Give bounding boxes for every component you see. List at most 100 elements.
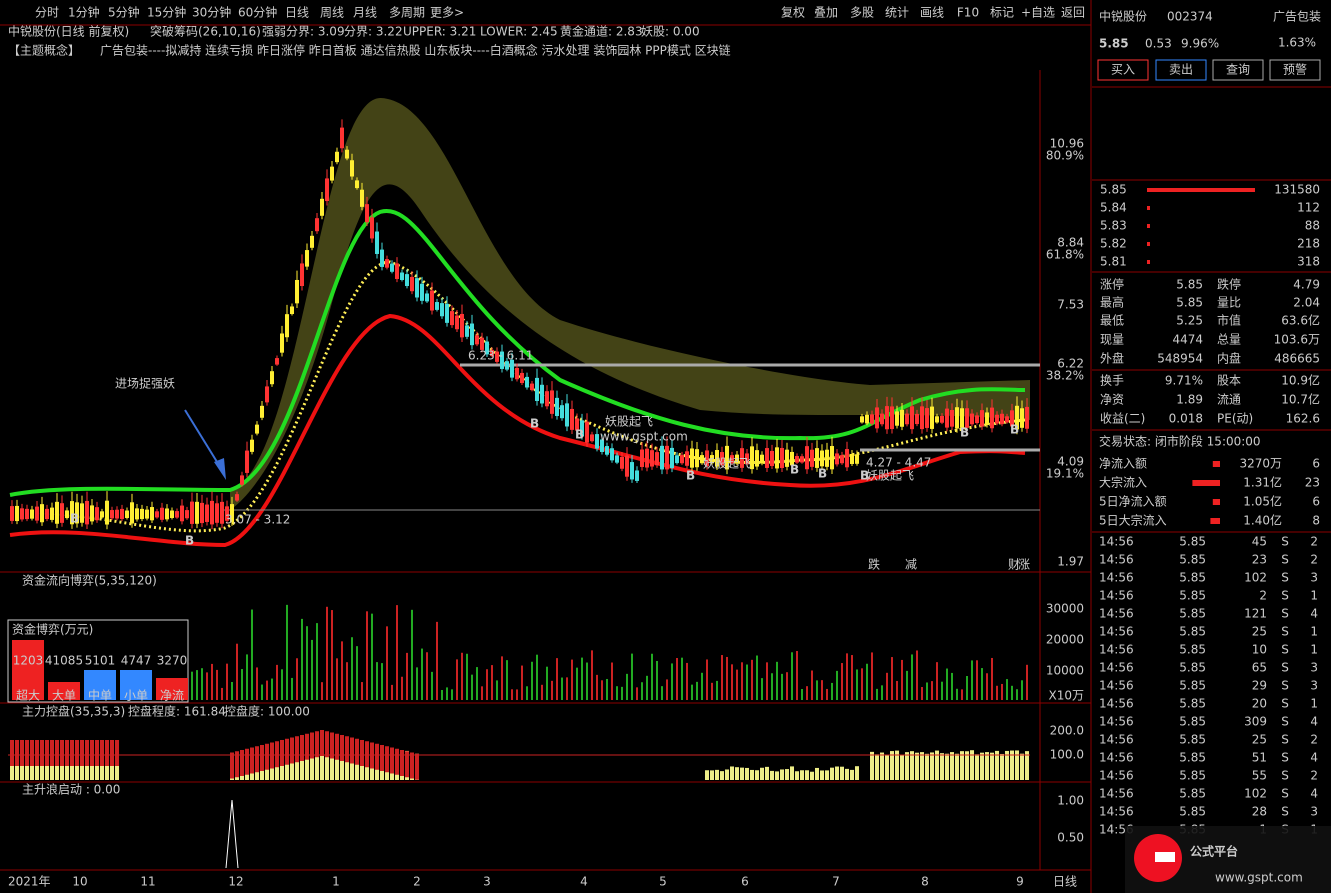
control-bar — [785, 769, 789, 780]
candle — [295, 279, 299, 304]
period-tab[interactable]: 日线 — [285, 6, 309, 20]
tool-button[interactable]: 画线 — [920, 6, 944, 20]
tool-button[interactable]: F10 — [957, 6, 979, 20]
candle — [315, 218, 319, 232]
candle — [425, 293, 429, 302]
control-bar — [105, 752, 109, 780]
tool-button[interactable]: 叠加 — [814, 6, 838, 20]
tick-time: 14:56 — [1099, 679, 1134, 693]
candle — [530, 383, 534, 391]
flow-bar — [426, 652, 428, 700]
control-bar — [795, 771, 799, 780]
tick-time: 14:56 — [1099, 625, 1134, 639]
control-bar — [875, 754, 879, 780]
candle — [395, 263, 399, 279]
flow-bar — [301, 618, 303, 700]
control-bar — [330, 753, 334, 780]
period-tab[interactable]: 60分钟 — [238, 5, 277, 20]
tick-time: 14:56 — [1099, 805, 1134, 819]
tool-button[interactable]: +自选 — [1021, 6, 1055, 20]
tool-button[interactable]: 标记 — [990, 6, 1014, 20]
period-tab[interactable]: 分时 — [35, 6, 59, 20]
candle — [280, 333, 284, 353]
control-top — [350, 737, 354, 764]
period-tab[interactable]: 15分钟 — [147, 5, 186, 20]
control-bar — [355, 754, 359, 780]
flow-bar — [226, 663, 228, 700]
flow-bar — [366, 611, 368, 700]
tick-time: 14:56 — [1099, 751, 1134, 765]
control-top — [10, 740, 14, 766]
candle — [775, 447, 779, 469]
control-bar — [750, 769, 754, 780]
flow-label: 5日净流入额 — [1099, 495, 1167, 509]
button-frame[interactable] — [1097, 59, 1149, 81]
sector: 广告包装 — [1273, 10, 1321, 24]
stat-label: 股本 — [1217, 374, 1241, 388]
x-axis-label: 1 — [332, 875, 340, 889]
flow-bar — [256, 667, 258, 700]
flow-bar — [311, 639, 313, 700]
button-frame[interactable] — [1212, 59, 1264, 81]
control-top — [325, 731, 329, 758]
flow-bar — [211, 663, 213, 700]
control-bar — [55, 752, 59, 780]
candle — [35, 506, 39, 521]
period-tab[interactable]: 1分钟 — [68, 5, 100, 20]
period-tab[interactable]: 周线 — [320, 6, 344, 20]
control-top — [70, 740, 74, 766]
period-tab[interactable]: 30分钟 — [192, 5, 231, 20]
control-bar — [345, 752, 349, 780]
y-axis-label: 0.50 — [1057, 831, 1084, 845]
candle — [85, 500, 89, 525]
flow-bar — [766, 662, 768, 700]
candle — [145, 509, 149, 519]
book-volume: 131580 — [1274, 183, 1320, 197]
y-axis-label: 100.0 — [1050, 748, 1084, 762]
tool-button[interactable]: 返回 — [1061, 6, 1085, 20]
change: 0.53 — [1145, 37, 1172, 51]
control-bar — [855, 766, 859, 780]
period-tab[interactable]: 多周期 — [389, 6, 425, 20]
period-tab[interactable]: 更多> — [430, 6, 464, 20]
control-top — [100, 740, 104, 766]
candle — [895, 411, 899, 426]
control-bar — [740, 767, 744, 780]
control-bar — [835, 766, 839, 780]
button-frame[interactable] — [1155, 59, 1207, 81]
period-tab[interactable]: 月线 — [353, 6, 377, 20]
action-button[interactable]: 卖出 — [1169, 63, 1193, 77]
flow-bar — [861, 668, 863, 700]
button-frame[interactable] — [1269, 59, 1321, 81]
flow-bar — [416, 667, 418, 700]
candle — [1015, 405, 1019, 430]
candle — [180, 505, 184, 522]
action-button[interactable]: 预警 — [1283, 62, 1307, 77]
candle — [675, 455, 679, 464]
control-bar — [1025, 751, 1029, 780]
candle — [990, 407, 994, 429]
control-top — [255, 746, 259, 773]
tool-button[interactable]: 复权 — [781, 6, 805, 20]
action-button[interactable]: 查询 — [1226, 63, 1250, 77]
tool-button[interactable]: 多股 — [850, 6, 874, 20]
tool-button[interactable]: 统计 — [885, 6, 909, 20]
inset-label: 净流 — [160, 689, 184, 703]
action-button[interactable]: 买入 — [1111, 63, 1135, 77]
flow-bar — [476, 667, 478, 700]
flow-bar — [306, 626, 308, 700]
flow-bar — [776, 661, 778, 700]
tick-side: S — [1281, 571, 1289, 585]
flow-bar — [556, 658, 558, 700]
tick-time: 14:56 — [1099, 607, 1134, 621]
y-axis-label: 10000 — [1046, 664, 1084, 678]
book-bar — [1147, 242, 1150, 246]
tick-count: 1 — [1310, 697, 1318, 711]
candle — [975, 415, 979, 424]
control-top — [415, 753, 419, 780]
control-top — [50, 740, 54, 766]
control-bar — [745, 767, 749, 780]
inset-bar — [48, 682, 80, 700]
candle — [420, 283, 424, 301]
period-tab[interactable]: 5分钟 — [108, 5, 140, 20]
